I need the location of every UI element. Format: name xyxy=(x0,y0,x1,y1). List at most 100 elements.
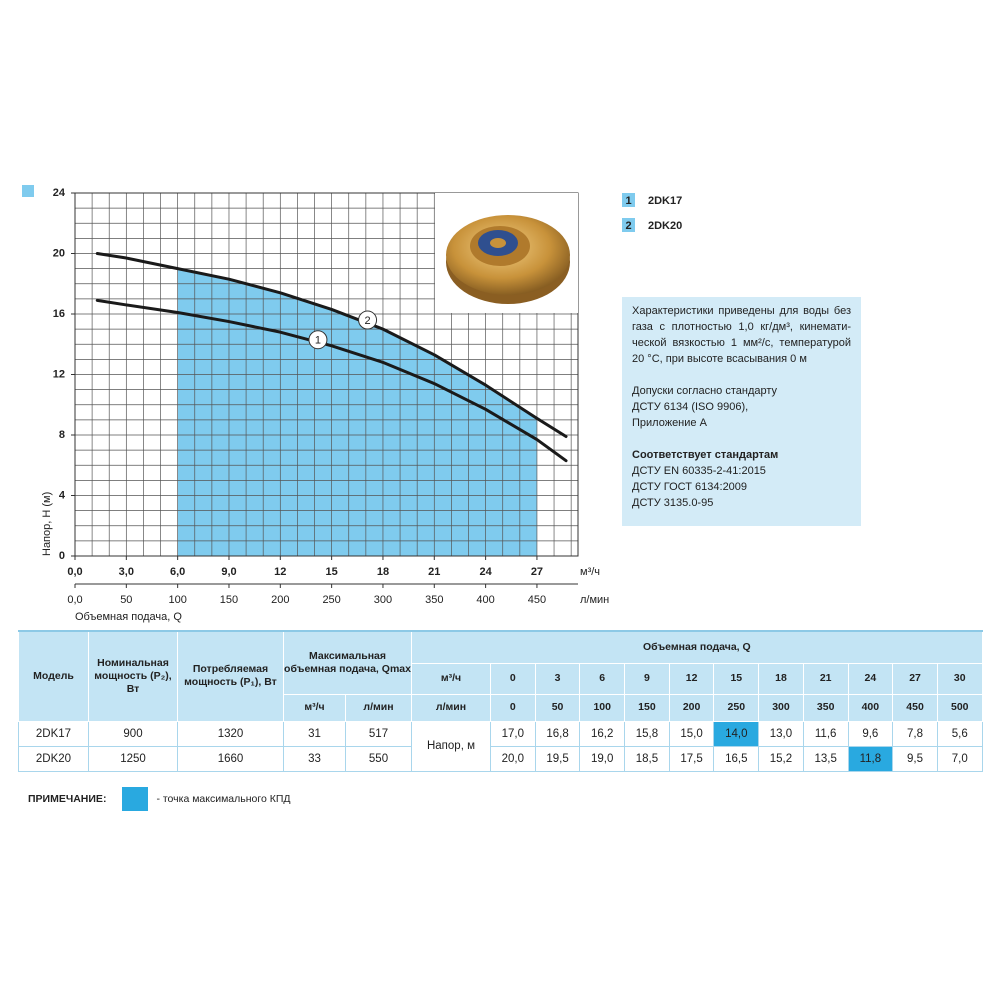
x2-tick-label: 300 xyxy=(374,594,392,606)
header-cell: 450 xyxy=(892,693,938,722)
x2-tick-label: 350 xyxy=(425,594,443,606)
header-cell: Номинальная мощность (P₂), Вт xyxy=(88,630,178,722)
legend-badge xyxy=(622,218,635,232)
head-cell: 5,6 xyxy=(936,720,983,747)
impeller-photo xyxy=(435,193,578,313)
header-cell: 27 xyxy=(892,662,938,695)
y-tick-label: 4 xyxy=(59,489,66,501)
header-cell: 50 xyxy=(534,693,581,722)
header-cell: 0 xyxy=(490,693,536,722)
header-cell: 200 xyxy=(668,693,715,722)
curve-marker-label: 2 xyxy=(364,315,370,327)
header-cell: 350 xyxy=(802,693,849,722)
header-cell: 9 xyxy=(624,662,670,695)
legend-badge-label: 2 xyxy=(625,220,631,232)
curve-marker xyxy=(308,330,328,350)
x-axis-title: Объемная подача, Q xyxy=(75,611,182,623)
x2-unit: л/мин xyxy=(580,594,609,606)
y-tick-label: 20 xyxy=(53,247,65,259)
x2-tick-label: 450 xyxy=(528,594,546,606)
head-cell: 17,0 xyxy=(490,720,536,747)
head-cell: 7,8 xyxy=(892,720,938,747)
x-tick-label: 15 xyxy=(326,566,338,578)
spec-table: Модель Номинальная мощность (P₂), Вт Потре… xyxy=(18,630,983,772)
corner-marker xyxy=(22,185,34,197)
note: ПРИМЕЧАНИЕ: - точка максимального КПД xyxy=(28,787,291,811)
head-cell: 17,5 xyxy=(668,745,715,772)
head-cell: 19,0 xyxy=(579,745,626,772)
x-tick-label: 24 xyxy=(479,566,492,578)
head-cell: 15,0 xyxy=(668,720,715,747)
table-cell: 33 xyxy=(283,745,346,772)
legend-badge-label: 1 xyxy=(625,195,631,207)
legend-label: 2DK20 xyxy=(648,220,682,232)
header-cell: 300 xyxy=(758,693,804,722)
legend-label: 2DK17 xyxy=(648,195,682,207)
note-label: ПРИМЕЧАНИЕ: xyxy=(28,793,107,805)
curve xyxy=(95,252,568,439)
header-cell: 24 xyxy=(847,662,894,695)
header-cell: Потребляемая мощность (P₁), Вт xyxy=(177,630,284,722)
header-cell: л/мин xyxy=(345,693,412,722)
header-cell: 100 xyxy=(579,693,626,722)
y-tick-label: 16 xyxy=(53,308,65,320)
curve-marker-label: 1 xyxy=(315,335,321,347)
table-cell: 1250 xyxy=(88,745,178,772)
x-tick-label: 18 xyxy=(377,566,389,578)
info-line: газа с плотностью 1,0 кг/дм³, кинемати- xyxy=(632,321,851,333)
head-cell: 13,5 xyxy=(802,745,849,772)
header-cell: м³/ч xyxy=(411,662,491,695)
table-cell: Напор, м xyxy=(411,720,491,772)
x2-tick-label: 250 xyxy=(322,594,340,606)
head-cell: 16,5 xyxy=(713,745,760,772)
head-cell: 16,2 xyxy=(579,720,626,747)
legend-badge xyxy=(622,193,635,207)
head-cell: 19,5 xyxy=(534,745,581,772)
info-line: ДСТУ 6134 (ISO 9906), xyxy=(632,401,749,413)
table-cell: 1660 xyxy=(177,745,284,772)
table-cell: 517 xyxy=(345,720,412,747)
header-cell: Объемная подача, Q xyxy=(411,630,983,664)
spacer xyxy=(632,367,851,383)
note-swatch xyxy=(122,787,149,811)
table-cell: 900 xyxy=(88,720,178,747)
header-cell: Модель xyxy=(18,630,89,722)
info-line: ДСТУ EN 60335-2-41:2015 xyxy=(632,465,766,477)
curve-marker xyxy=(358,310,378,330)
note-text: - точка максимального КПД xyxy=(156,793,291,805)
x2-tick-label: 400 xyxy=(476,594,494,606)
x-tick-label: 21 xyxy=(428,566,440,578)
x-tick-label: 9,0 xyxy=(221,566,236,578)
header-cell: Максимальная объемная подача, Qmax xyxy=(283,630,412,695)
header-cell: 150 xyxy=(624,693,670,722)
x-unit: м³/ч xyxy=(580,566,600,578)
header-cell: 15 xyxy=(713,662,760,695)
header-cell: 12 xyxy=(668,662,715,695)
header-cell: 0 xyxy=(490,662,536,695)
info-line: ДСТУ 3135.0-95 xyxy=(632,497,714,509)
head-cell: 11,6 xyxy=(802,720,849,747)
header-cell: л/мин xyxy=(411,693,491,722)
y-tick-label: 12 xyxy=(53,368,65,380)
info-line: 20 °C, при высоте всасывания 0 м xyxy=(632,353,807,365)
x2-tick-label: 150 xyxy=(220,594,238,606)
curve xyxy=(95,298,568,463)
head-cell: 9,5 xyxy=(892,745,938,772)
x2-tick-label: 0,0 xyxy=(67,594,82,606)
header-cell: 400 xyxy=(847,693,894,722)
header-cell: 18 xyxy=(758,662,804,695)
head-cell: 15,2 xyxy=(758,745,804,772)
spacer xyxy=(632,431,851,447)
header-cell: 30 xyxy=(936,662,983,695)
head-cell: 11,8 xyxy=(847,745,894,772)
header-cell: м³/ч xyxy=(283,693,346,722)
y-axis-title: Напор, Н (м) xyxy=(41,492,53,556)
table-cell: 550 xyxy=(345,745,412,772)
x2-tick-label: 100 xyxy=(168,594,186,606)
x2-tick-label: 50 xyxy=(120,594,132,606)
table-cell: 2DK20 xyxy=(18,745,89,772)
y-tick-label: 0 xyxy=(59,550,65,562)
info-line: Допуски согласно стандарту xyxy=(632,385,778,397)
